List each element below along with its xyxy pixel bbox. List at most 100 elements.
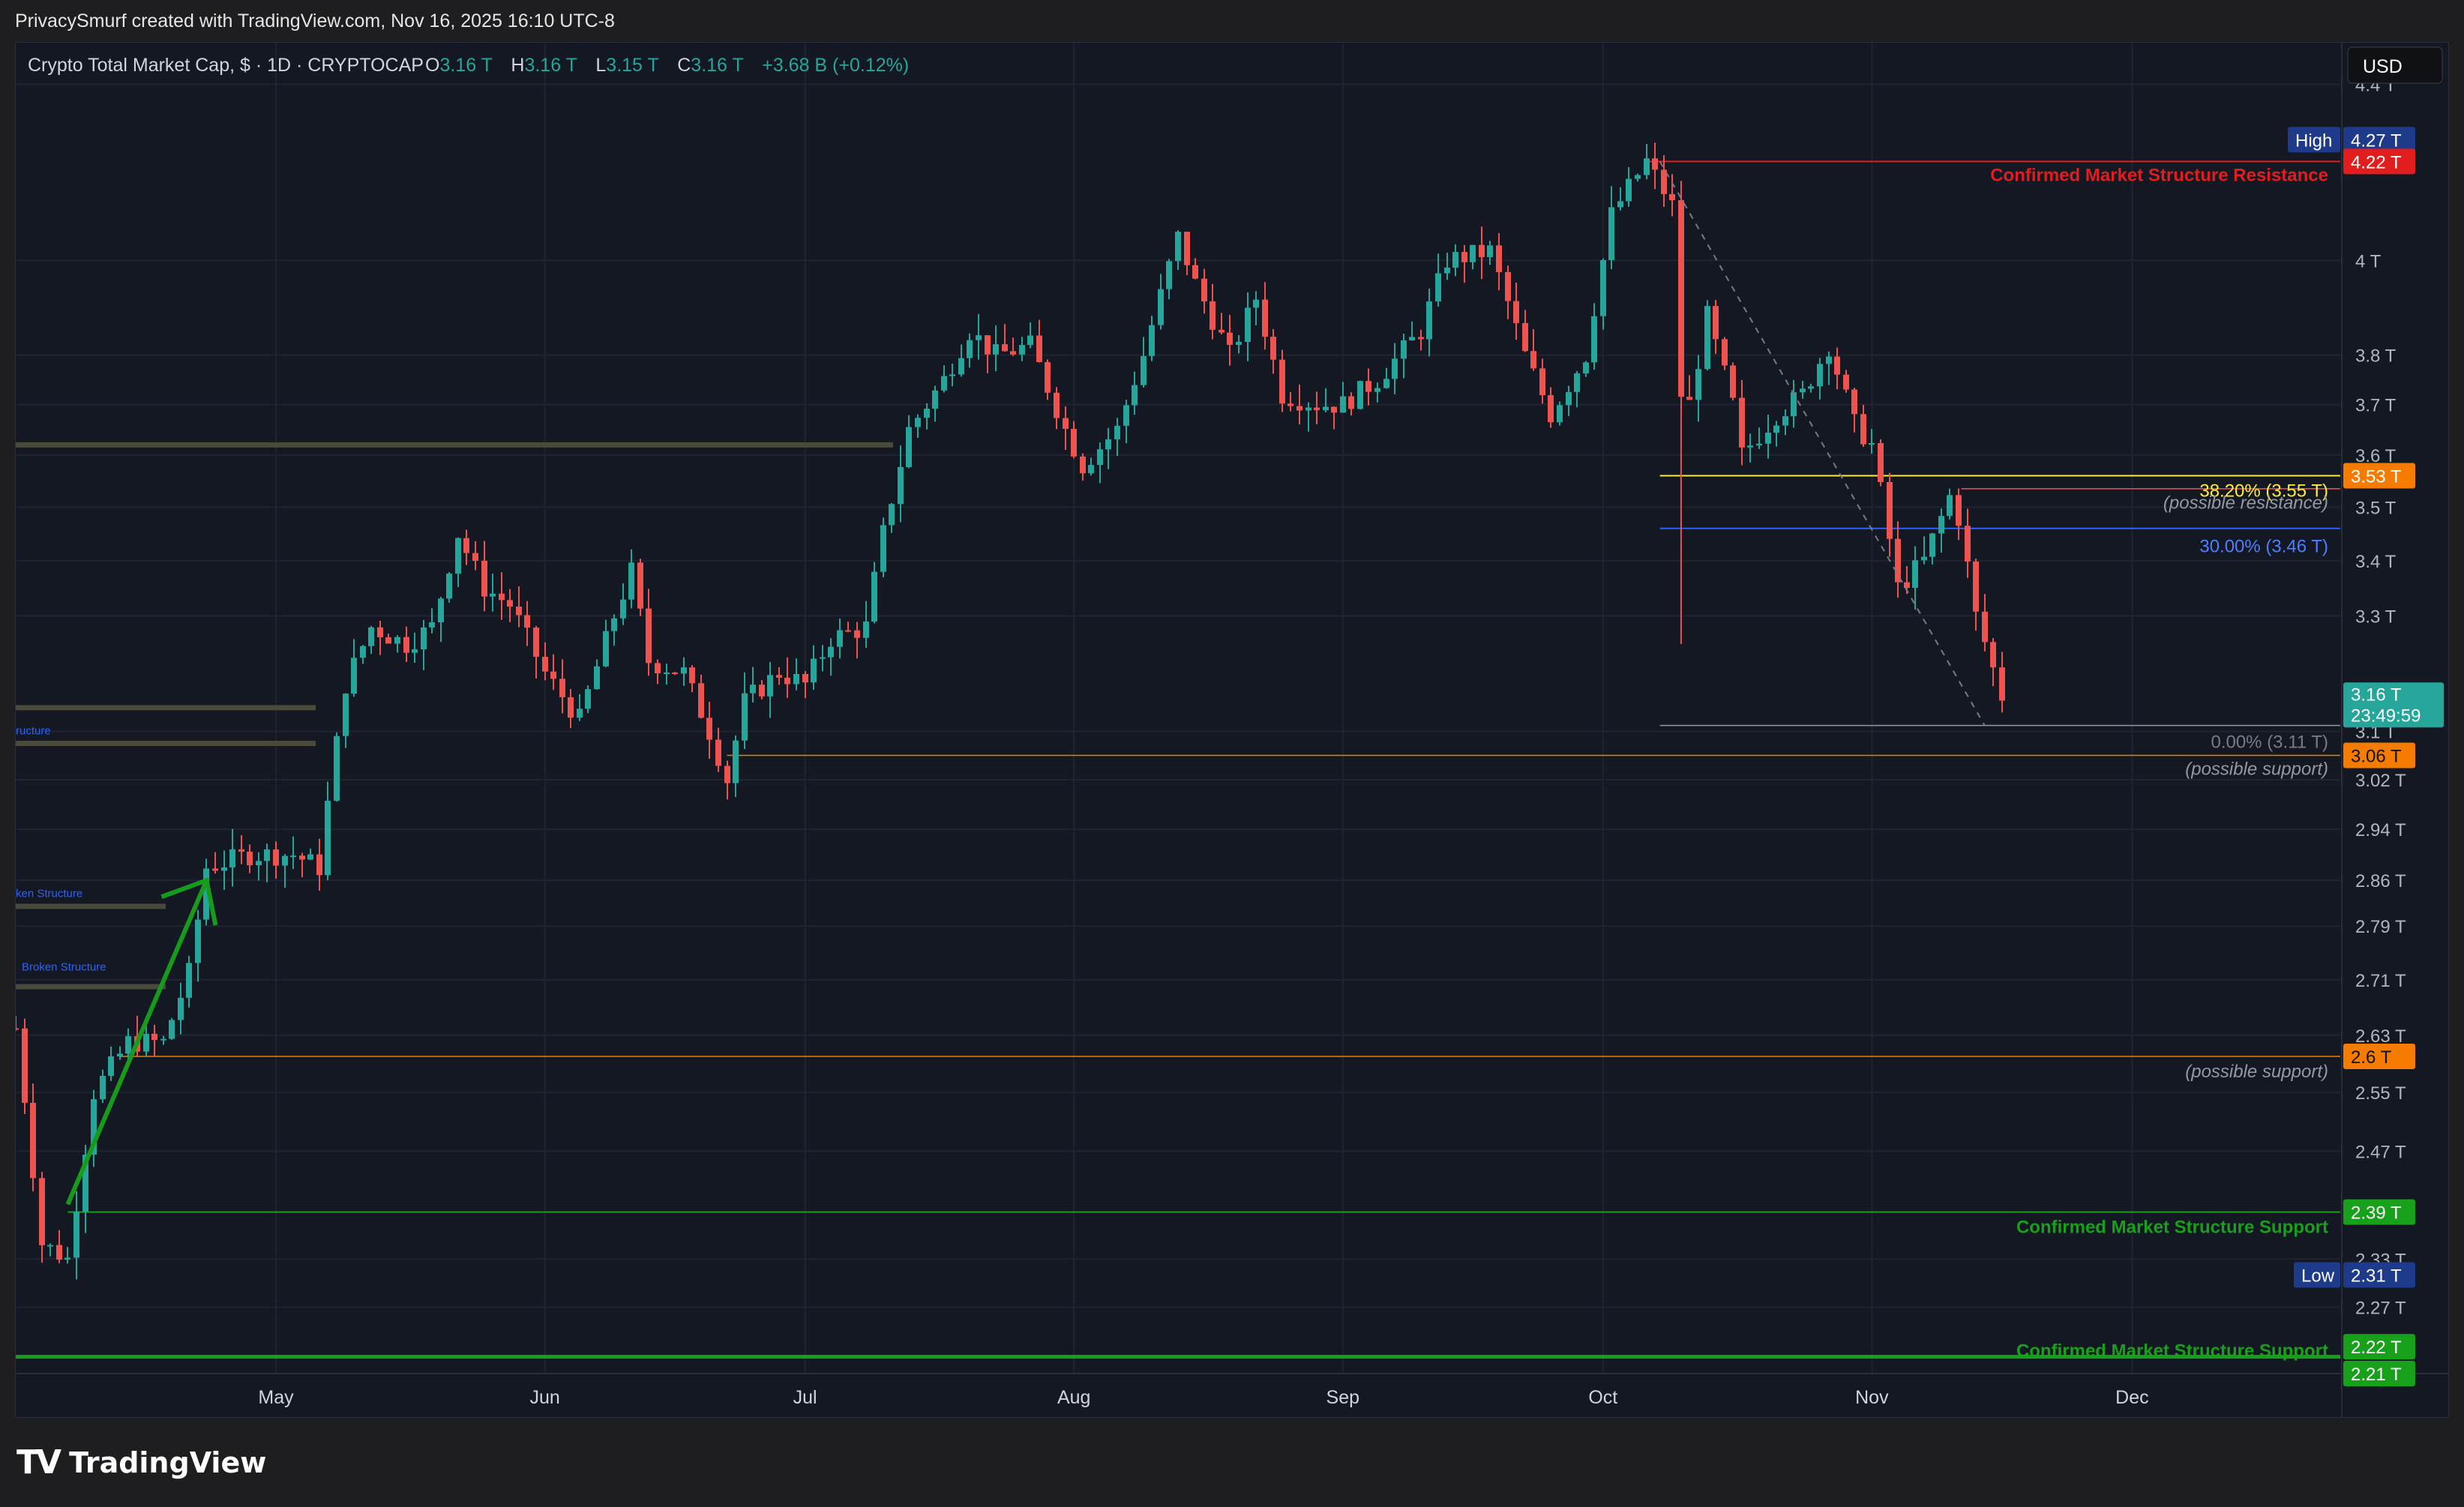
candle-body (993, 344, 999, 355)
candle-body (1539, 368, 1545, 396)
candle-body (1201, 278, 1207, 301)
candle (1895, 521, 1901, 598)
candle-body (82, 1155, 88, 1212)
low-price-tag-bg (2343, 1262, 2415, 1288)
candle-body (837, 630, 843, 647)
fib-price-tag-bg (2343, 463, 2415, 489)
candle-body (412, 649, 418, 653)
candle (1938, 508, 1944, 553)
candle-body (1921, 556, 1927, 561)
currency-button[interactable]: USD (2347, 46, 2443, 84)
candle (1505, 265, 1511, 319)
candle (438, 597, 444, 643)
candle (412, 632, 418, 664)
candle-body (186, 963, 192, 998)
candle-body (1063, 418, 1069, 430)
broken-structure-label: ken Structure (16, 887, 82, 900)
candle-body (985, 335, 991, 355)
candle (247, 844, 253, 873)
candle (316, 838, 322, 891)
candle-body (1054, 392, 1060, 418)
candle (1747, 433, 1753, 463)
candle (1600, 258, 1606, 330)
candle-body (1808, 386, 1814, 389)
tradingview-brand[interactable]: TV TradingView (16, 1443, 266, 1482)
candle-body (1331, 406, 1337, 413)
candle (290, 836, 296, 870)
candle (837, 618, 843, 659)
candle (1383, 367, 1389, 389)
candle (1461, 244, 1467, 283)
candle (195, 909, 201, 982)
candle-body (1210, 301, 1216, 330)
symbol-title[interactable]: Crypto Total Market Cap, $ · 1D · CRYPTO… (28, 55, 424, 76)
price-chart[interactable]: ructure ken Structure Broken Structure Conf… (13, 43, 2448, 1417)
candle-body (1895, 538, 1901, 583)
candle-body (1270, 337, 1276, 360)
candle (1982, 594, 1988, 652)
candle-body (1817, 364, 1823, 387)
candle (889, 502, 895, 533)
candle-body (628, 562, 634, 600)
support-222-price-tag: 2.22 T (2351, 1338, 2402, 1358)
candle-body (1947, 495, 1953, 517)
candle-body (915, 418, 921, 427)
candle (299, 852, 305, 878)
candle-body (542, 657, 548, 672)
candle-body (1365, 381, 1371, 392)
candle (343, 693, 349, 748)
candle (1175, 230, 1181, 271)
candle-body (472, 553, 478, 561)
candle (264, 843, 270, 882)
candle (646, 589, 652, 676)
resistance-price-tag-bg (2343, 148, 2415, 175)
candle (637, 559, 643, 616)
candle-body (845, 630, 851, 632)
candle-body (455, 538, 461, 574)
chart-frame[interactable]: ructure ken Structure Broken Structure Conf… (13, 42, 2449, 1418)
y-tick-label: 3.3 T (2355, 607, 2397, 627)
candle-body (967, 340, 973, 358)
candle (1444, 253, 1450, 280)
candle (611, 614, 617, 646)
candle (767, 661, 773, 718)
ohlc-readout: O3.16 T H3.16 T L3.15 T C3.16 T +3.68 B … (425, 55, 909, 76)
candle-body (446, 574, 452, 599)
candle (1054, 387, 1060, 430)
candle-body (958, 358, 964, 375)
y-tick-label: 3.6 T (2355, 446, 2397, 466)
candle (1105, 427, 1111, 469)
candle-body (1652, 158, 1658, 170)
x-tick-label: May (258, 1387, 294, 1408)
candle (524, 601, 530, 646)
drawing-overlays (65, 160, 1986, 1206)
candle (1739, 379, 1745, 466)
candle-body (117, 1053, 123, 1056)
currency-label[interactable]: USD (2363, 56, 2403, 77)
candle (585, 685, 591, 714)
support-306-price-tag: 3.06 T (2351, 747, 2402, 767)
x-tick-label: Jun (529, 1387, 559, 1408)
candle (1340, 382, 1346, 413)
candle (1626, 166, 1632, 207)
candle-body (898, 466, 904, 505)
candle (1374, 382, 1380, 403)
candle (1756, 427, 1762, 449)
candle (385, 634, 391, 644)
candle-body (941, 376, 947, 391)
support-239-price-tag-bg (2343, 1199, 2415, 1225)
candle (1591, 303, 1597, 370)
candle-body (1600, 259, 1606, 316)
candle-body (776, 675, 782, 678)
candle-body (273, 849, 279, 866)
candle (1644, 143, 1650, 180)
candle (1392, 343, 1398, 394)
candle-body (30, 1102, 36, 1179)
high-label-bg (2288, 127, 2340, 153)
level-label: Confirmed Market Structure Resistance (1990, 165, 2328, 185)
candle-body (689, 667, 695, 684)
candle (1314, 391, 1320, 424)
candle-body (13, 1028, 19, 1030)
candle (1201, 268, 1207, 314)
candle-body (403, 637, 409, 653)
